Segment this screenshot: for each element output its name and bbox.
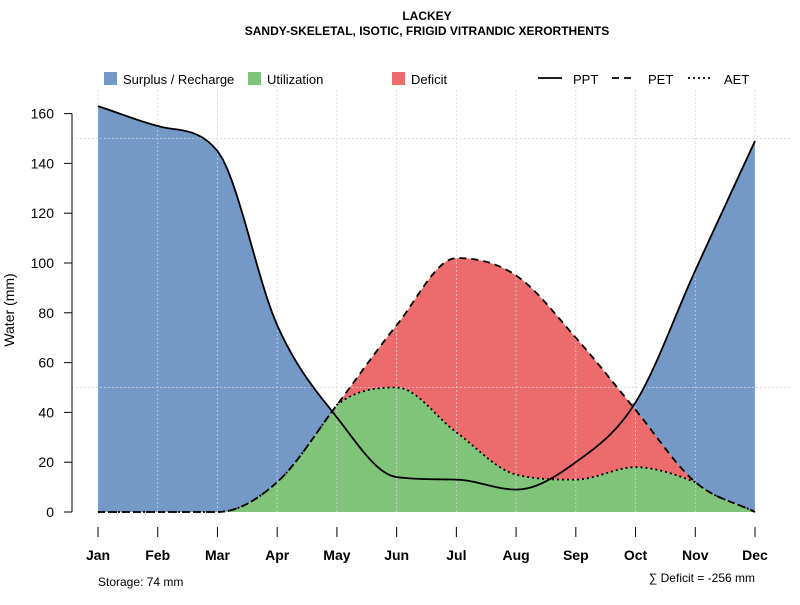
storage-annotation: Storage: 74 mm xyxy=(98,575,183,589)
x-tick-label-jan: Jan xyxy=(86,547,110,563)
y-tick-label-80: 80 xyxy=(38,305,54,321)
y-axis: 0 20 40 60 80 100 120 140 160 xyxy=(31,106,73,520)
legend: Surplus / Recharge Utilization Deficit P… xyxy=(104,72,749,87)
x-tick-label-feb: Feb xyxy=(145,547,170,563)
legend-label-deficit: Deficit xyxy=(411,72,448,87)
x-axis: Jan Feb Mar Apr May Jun Jul Aug Sep Oct Nov Dec xyxy=(86,527,768,563)
y-tick-label-100: 100 xyxy=(31,255,55,271)
x-tick-label-aug: Aug xyxy=(502,547,529,563)
x-tick-label-apr: Apr xyxy=(265,547,290,563)
x-tick-label-dec: Dec xyxy=(742,547,768,563)
x-tick-label-mar: Mar xyxy=(205,547,230,563)
x-tick-label-jul: Jul xyxy=(446,547,466,563)
x-tick-label-nov: Nov xyxy=(682,547,709,563)
legend-swatch-surplus xyxy=(104,72,117,85)
legend-label-aet: AET xyxy=(724,72,749,87)
surplus-recharge-area xyxy=(98,106,755,512)
x-tick-label-may: May xyxy=(323,547,350,563)
deficit-annotation: ∑ Deficit = -256 mm xyxy=(649,571,755,585)
legend-swatch-utilization xyxy=(248,72,261,85)
series-line-aet xyxy=(98,386,756,513)
series-line-ppt xyxy=(97,105,756,491)
x-tick-label-sep: Sep xyxy=(563,547,589,563)
x-tick-label-jun: Jun xyxy=(384,547,409,563)
legend-swatch-deficit xyxy=(392,72,405,85)
legend-label-surplus: Surplus / Recharge xyxy=(123,72,234,87)
y-tick-label-0: 0 xyxy=(46,504,54,520)
legend-label-pet: PET xyxy=(648,72,673,87)
y-tick-label-140: 140 xyxy=(31,155,55,171)
y-tick-label-20: 20 xyxy=(38,454,54,470)
deficit-area xyxy=(98,258,755,512)
legend-label-utilization: Utilization xyxy=(267,72,323,87)
chart-title: LACKEY xyxy=(402,9,451,23)
legend-label-ppt: PPT xyxy=(573,72,598,87)
y-tick-label-160: 160 xyxy=(31,106,55,122)
y-axis-label: Water (mm) xyxy=(1,273,17,346)
y-tick-label-40: 40 xyxy=(38,404,54,420)
y-tick-label-60: 60 xyxy=(38,355,54,371)
chart-subtitle: SANDY-SKELETAL, ISOTIC, FRIGID VITRANDIC… xyxy=(245,24,609,38)
utilization-area xyxy=(98,387,755,512)
series-line-pet xyxy=(98,257,756,513)
y-tick-label-120: 120 xyxy=(31,205,55,221)
x-tick-label-oct: Oct xyxy=(624,547,648,563)
